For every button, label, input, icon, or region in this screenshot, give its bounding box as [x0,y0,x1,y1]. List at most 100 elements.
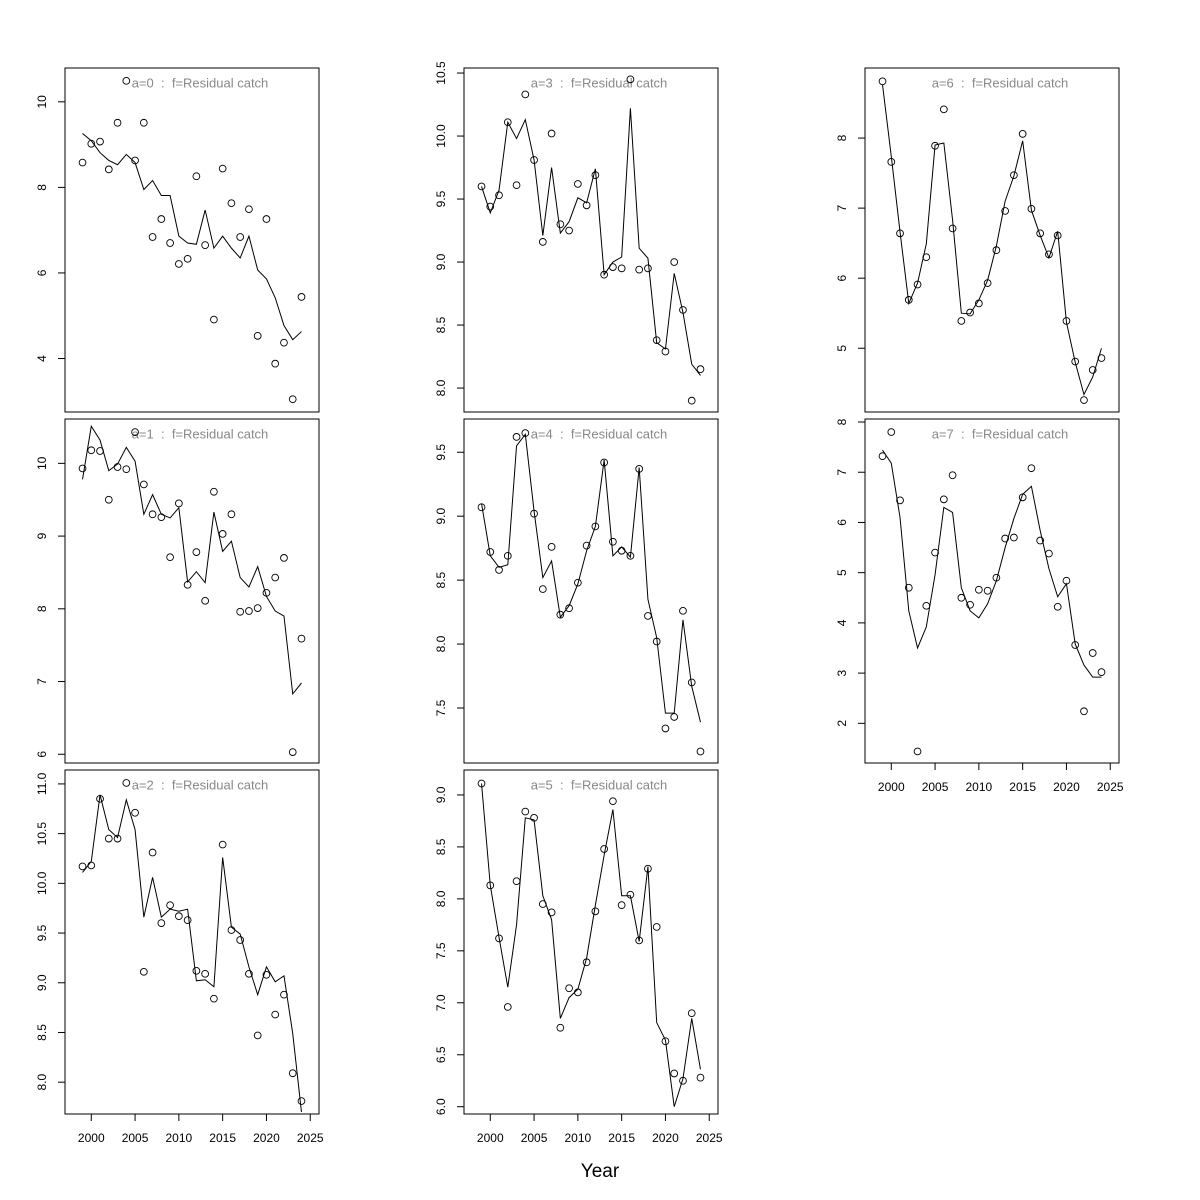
y-tick-label: 10.5 [434,61,448,85]
y-tick-label: 7 [835,204,849,211]
x-tick-label: 2020 [652,1131,679,1145]
data-point [617,264,626,273]
y-tick-label: 8.5 [434,571,448,588]
data-point [661,1037,670,1046]
panel-title: a=6 : f=Residual catch [932,75,1069,90]
data-point [635,936,644,945]
data-point [521,90,530,99]
data-point [122,779,131,787]
data-point [1053,602,1062,611]
fitted-line [481,433,701,723]
panel-title: a=7 : f=Residual catch [932,426,1069,441]
data-point [679,606,687,615]
y-tick-label: 7.5 [434,942,448,959]
data-point [271,573,280,582]
plot-area [78,779,306,1113]
data-point [175,260,183,268]
plot-frame [64,67,320,413]
y-tick-label: 9.5 [35,924,49,941]
fitted-line [882,449,1102,678]
y-tick-label: 8.5 [434,838,448,855]
data-point [192,172,201,181]
data-point [1018,130,1027,138]
data-point [253,331,262,340]
data-point [288,748,297,756]
data-point [297,634,306,643]
data-point [486,202,495,211]
data-point [556,1023,565,1032]
y-tick-label: 8.5 [35,1024,49,1041]
data-point [280,338,288,347]
data-point [148,848,157,857]
fitted-line [882,84,1102,396]
plot-frame [864,67,1120,413]
plot-area [477,429,705,756]
data-point [512,877,521,886]
data-point [262,215,271,223]
data-point [210,315,218,324]
data-point [104,495,113,504]
y-tick-label: 8 [835,134,849,141]
data-point [104,834,113,843]
x-tick-label: 2005 [521,1131,548,1145]
data-point [696,1073,705,1082]
data-point [939,105,948,114]
data-point [175,499,183,508]
data-point [122,465,131,474]
x-tick-label: 2000 [878,780,905,794]
data-point [687,1009,696,1018]
data-point [297,1097,306,1105]
data-point [104,165,113,174]
data-point [922,601,931,610]
data-point [966,600,974,609]
data-point [192,548,201,556]
plot-frame [463,769,719,1115]
plot-area [878,77,1106,404]
data-point [670,1069,679,1078]
fitted-line [481,108,701,376]
data-point [495,191,503,200]
data-point [556,220,565,229]
data-point [1088,366,1097,374]
data-point [495,566,503,574]
data-point [896,496,904,505]
plot-area [78,76,306,404]
data-point [1071,357,1080,366]
y-tick-label: 5 [835,569,849,576]
data-point [148,233,157,241]
y-tick-label: 4 [835,619,849,626]
data-point [931,548,939,557]
data-point [574,578,582,587]
data-point [1027,464,1036,473]
y-tick-label: 9.5 [434,444,448,461]
fitted-line [82,424,302,696]
data-point [600,845,608,853]
data-point [245,607,253,615]
data-point [253,604,262,612]
data-point [661,724,670,733]
y-tick-label: 10.0 [35,871,49,895]
data-point [635,265,644,274]
x-tick-label: 2010 [565,1131,592,1145]
x-tick-label: 2010 [966,780,993,794]
panel-title: a=1 : f=Residual catch [132,426,269,441]
data-point [878,77,887,86]
y-tick-label: 10.0 [434,124,448,148]
data-point [183,916,192,924]
y-tick-label: 8.5 [434,316,448,333]
data-point [288,1069,297,1078]
data-point [670,258,679,266]
panel-title: a=3 : f=Residual catch [531,75,668,90]
y-tick-label: 6 [35,751,49,758]
data-point [538,238,547,246]
y-tick-label: 9.0 [434,786,448,803]
y-tick-label: 8 [35,605,49,612]
data-point [1097,668,1106,676]
data-point [245,205,253,214]
data-point [166,553,174,562]
data-point [78,862,87,871]
data-point [957,317,966,325]
panel-title: a=5 : f=Residual catch [531,777,668,792]
data-point [183,254,192,263]
data-point [288,395,297,404]
